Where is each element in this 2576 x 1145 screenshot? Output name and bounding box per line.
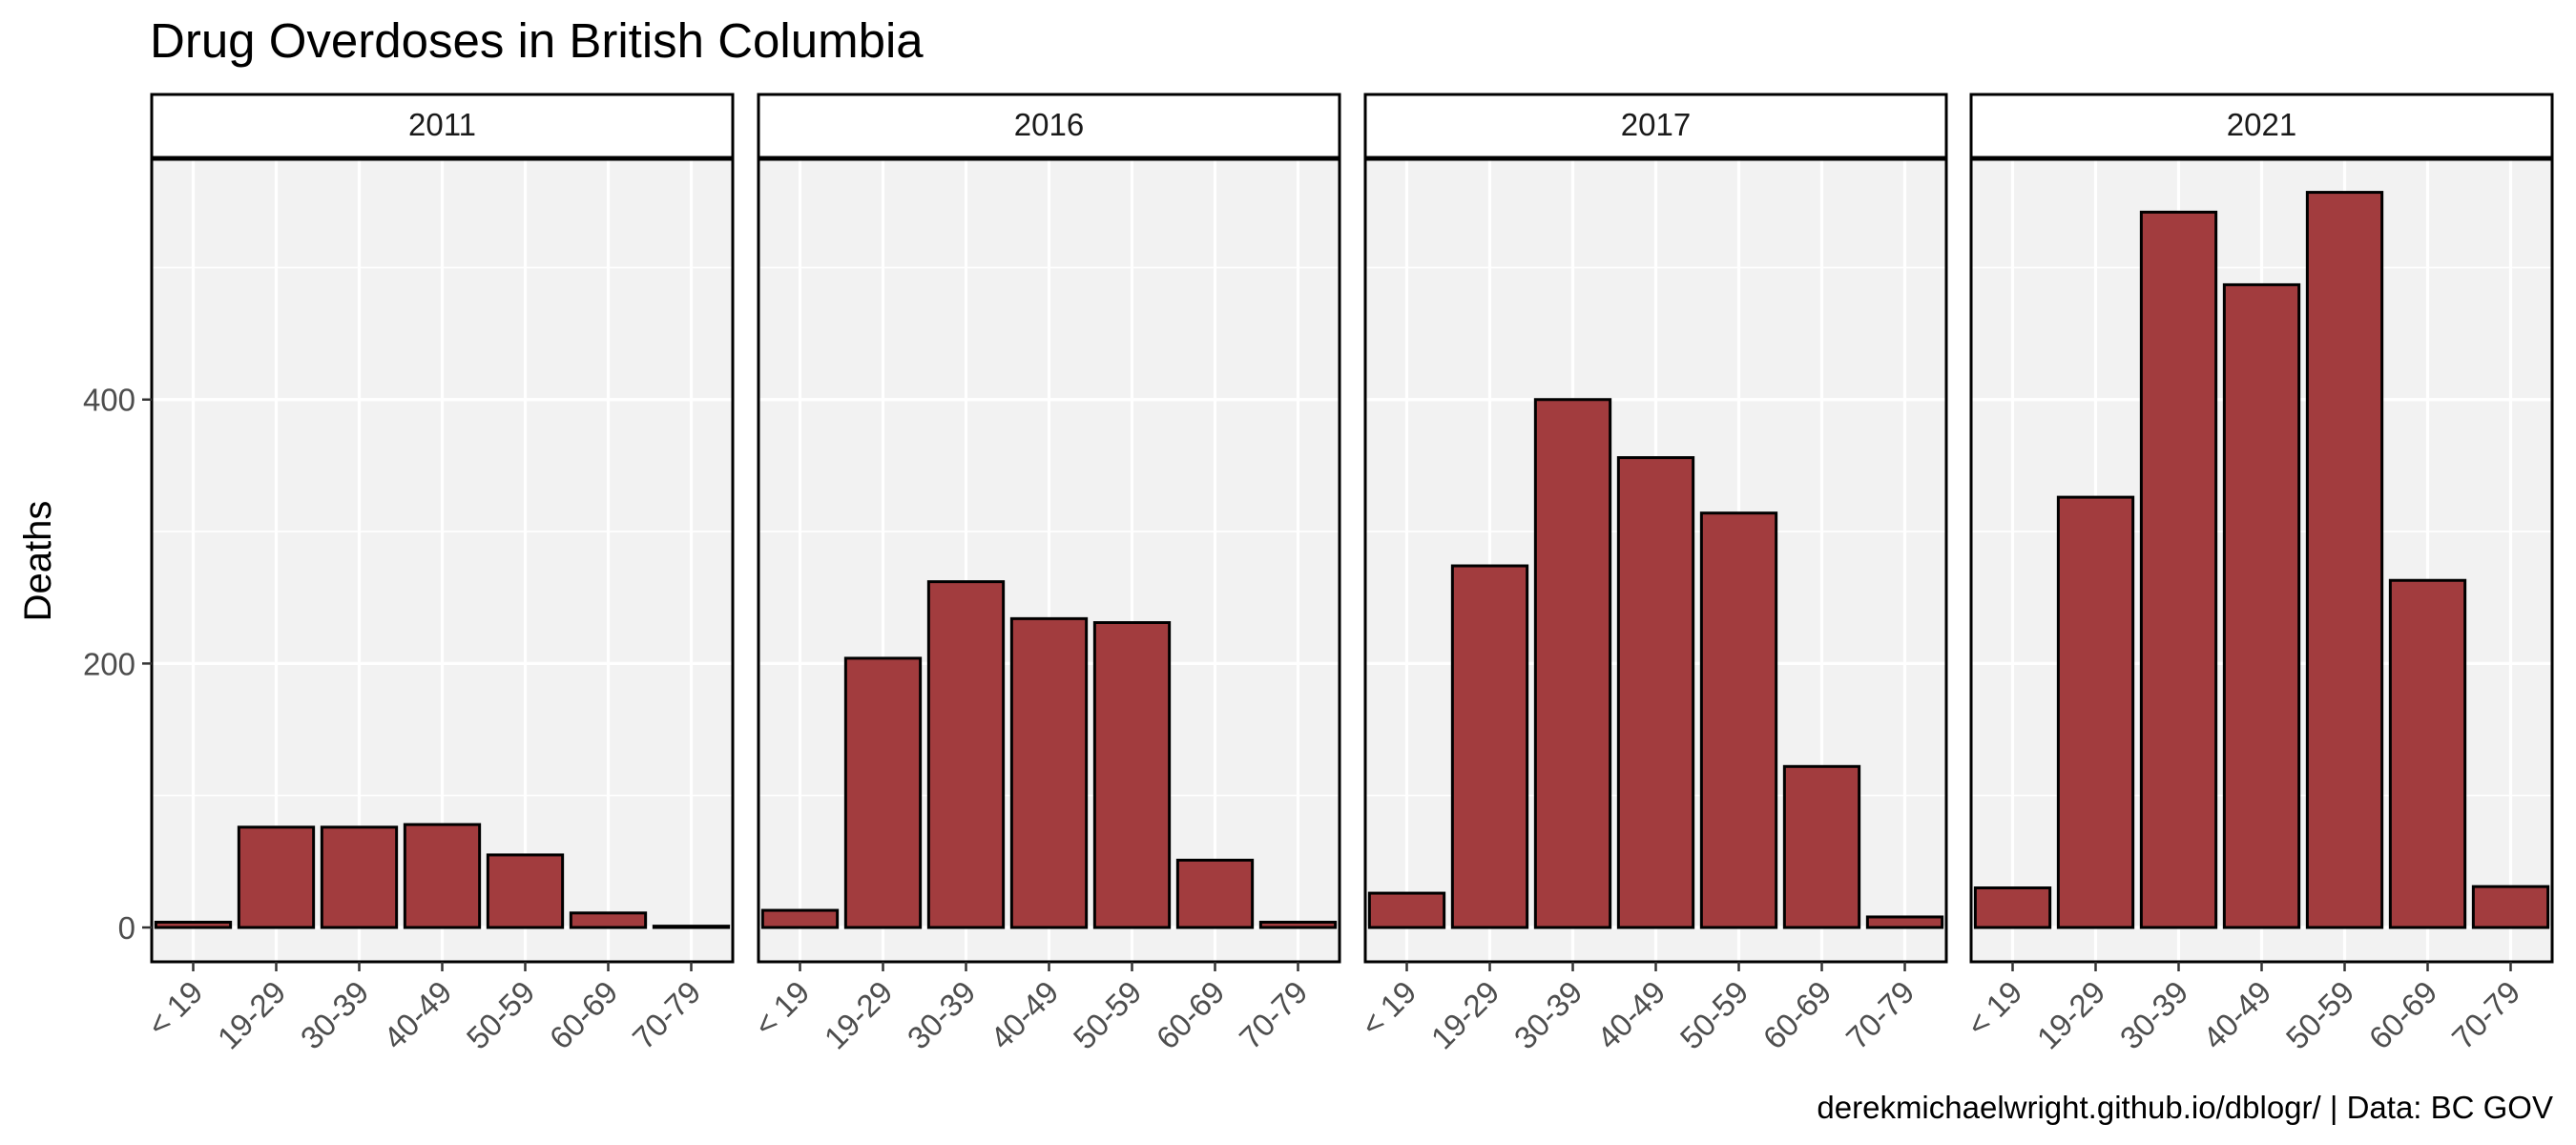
bar-2021-60-69 (2388, 578, 2467, 929)
x-tick-label: 70-79 (1839, 974, 1922, 1056)
bar-2017-< 19 (1367, 891, 1446, 929)
bar-2021-19-29 (2056, 495, 2135, 929)
x-tick-label: 70-79 (1233, 974, 1315, 1056)
y-tick-label: 200 (83, 646, 135, 681)
chart-title: Drug Overdoses in British Columbia (150, 13, 924, 68)
facet-strip (1969, 93, 2554, 159)
x-tick-label: < 19 (140, 974, 209, 1043)
x-tick-label: 30-39 (2113, 974, 2195, 1056)
facet-strip (150, 93, 735, 159)
bar-2021-< 19 (1973, 886, 2052, 929)
bar-2016-30-39 (926, 580, 1006, 929)
facet-panel-2017: 2017 < 19 19-29 30-39 40-49 50-59 60-69 70-79 (1354, 93, 1948, 1056)
x-tick-label: 50-59 (1673, 974, 1755, 1056)
bar-2011-50-59 (486, 853, 565, 929)
facet-panel-2016: 2016 < 19 19-29 30-39 40-49 50-59 60-69 70-79 (747, 93, 1341, 1056)
bar-2017-70-79 (1865, 915, 1944, 929)
bar-2016-50-59 (1092, 621, 1172, 929)
chart-caption: derekmichaelwright.github.io/dblogr/ | D… (1817, 1090, 2553, 1125)
x-tick-label: 40-49 (377, 974, 459, 1056)
bar-2016-< 19 (760, 908, 840, 929)
x-tick-label: 50-59 (2279, 974, 2361, 1056)
bar-2021-70-79 (2471, 885, 2550, 929)
x-tick-label: 30-39 (901, 974, 983, 1056)
facet-panel-2011: 2011 < 19 19-29 30-39 40-49 50-59 60-69 70-79 (140, 93, 735, 1056)
x-tick-label: 19-29 (211, 974, 293, 1056)
bar-2017-60-69 (1782, 764, 1861, 929)
facet-strip-label: 2011 (408, 107, 476, 142)
bar-2016-60-69 (1175, 858, 1255, 929)
facet-strip-label: 2021 (2227, 107, 2296, 142)
x-tick-label: 40-49 (984, 974, 1066, 1056)
bar-2011-60-69 (569, 911, 648, 929)
x-tick-label: 70-79 (2445, 974, 2527, 1056)
facet-strip-label: 2016 (1014, 107, 1084, 142)
bar-2016-19-29 (843, 656, 923, 929)
bar-2021-40-49 (2222, 282, 2301, 929)
facet-strip (757, 93, 1341, 159)
x-tick-label: 40-49 (1590, 974, 1672, 1056)
bar-2017-40-49 (1616, 456, 1695, 929)
facet-panels: 2011< 19 19-29 30-39 40-49 50-59 60-69 70-7920… (140, 93, 2554, 1056)
bar-2011-30-39 (320, 825, 399, 929)
y-tick-label: 0 (118, 910, 135, 946)
x-tick-label: 70-79 (626, 974, 708, 1056)
x-tick-label: < 19 (1354, 974, 1423, 1043)
bar-2016-70-79 (1258, 921, 1338, 929)
bar-2017-30-39 (1533, 398, 1612, 929)
x-tick-label: 40-49 (2196, 974, 2278, 1056)
x-tick-label: 60-69 (2362, 974, 2444, 1056)
bar-2016-40-49 (1009, 616, 1089, 929)
bar-2017-50-59 (1699, 511, 1778, 929)
facet-strip-label: 2017 (1621, 107, 1691, 142)
x-tick-label: 19-29 (818, 974, 900, 1056)
x-tick-label: 30-39 (1507, 974, 1589, 1056)
x-tick-label: 50-59 (1067, 974, 1149, 1056)
x-tick-label: 60-69 (543, 974, 625, 1056)
bar-2011-< 19 (154, 921, 233, 929)
y-tick-label: 400 (83, 383, 135, 418)
x-tick-label: 60-69 (1756, 974, 1839, 1056)
facet-panel-2021: 2021 < 19 19-29 30-39 40-49 50-59 60-69 70-79 (1960, 93, 2554, 1056)
bar-2021-50-59 (2305, 191, 2384, 929)
bar-2021-30-39 (2139, 210, 2218, 929)
facet-strip (1363, 93, 1948, 159)
x-tick-label: 30-39 (294, 974, 376, 1056)
x-tick-label: < 19 (747, 974, 816, 1043)
x-tick-label: 50-59 (460, 974, 542, 1056)
y-axis-title: Deaths (17, 501, 59, 622)
bar-2011-19-29 (237, 825, 316, 929)
x-tick-label: 19-29 (1424, 974, 1506, 1056)
bar-2011-40-49 (403, 822, 482, 929)
x-tick-label: 60-69 (1150, 974, 1232, 1056)
bar-2017-19-29 (1450, 564, 1529, 929)
x-tick-label: < 19 (1960, 974, 2028, 1043)
x-tick-label: 19-29 (2030, 974, 2112, 1056)
bar-2011-70-79 (652, 925, 731, 929)
y-axis: 0 200 400 (83, 383, 152, 946)
